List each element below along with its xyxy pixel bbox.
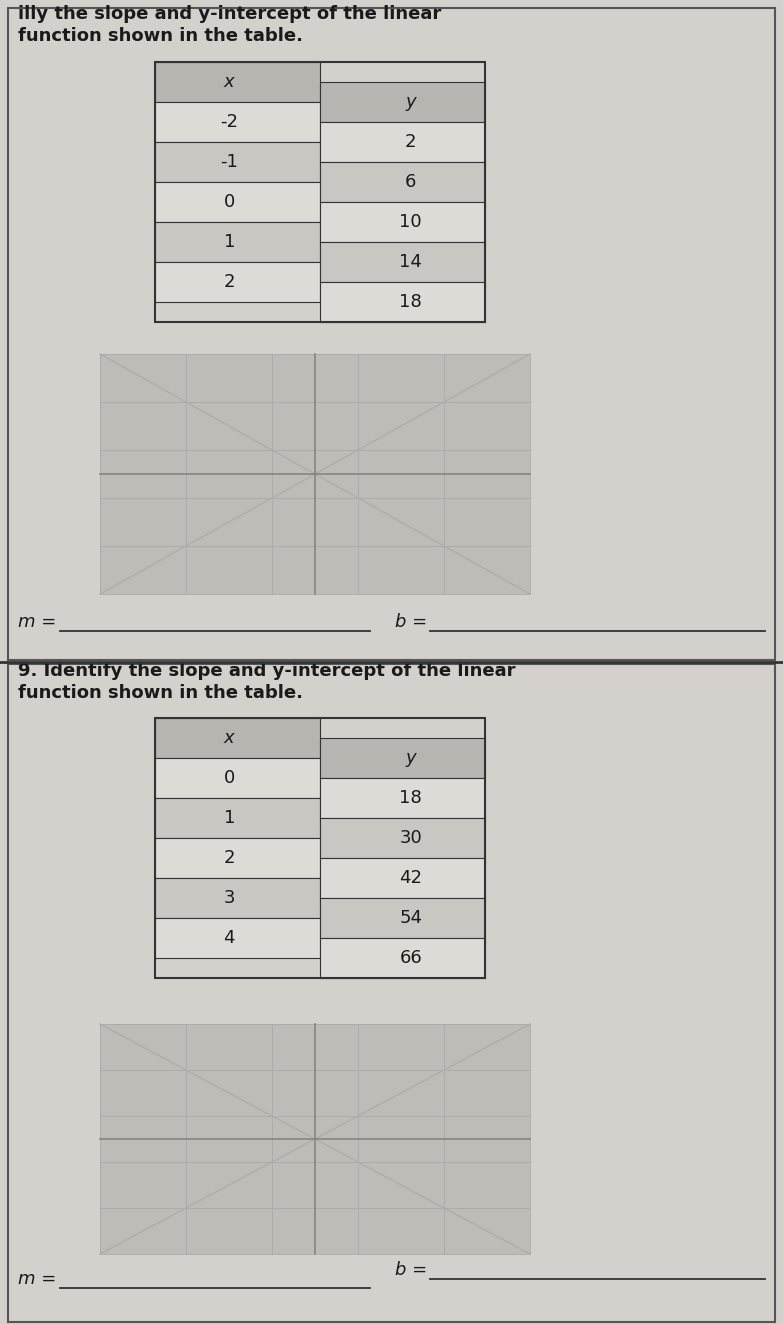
Text: -1: -1	[220, 154, 238, 171]
Bar	[320, 779, 485, 818]
Text: 42: 42	[399, 869, 422, 887]
Text: 10: 10	[399, 213, 422, 230]
Text: 18: 18	[399, 293, 422, 311]
Text: 18: 18	[399, 789, 422, 808]
Bar	[155, 62, 485, 322]
Text: x: x	[224, 730, 235, 747]
Text: -2: -2	[220, 113, 238, 131]
Bar	[155, 222, 320, 262]
Text: y: y	[406, 93, 416, 111]
Bar	[8, 665, 775, 1321]
Text: function shown in the table.: function shown in the table.	[18, 685, 303, 702]
Text: 1: 1	[224, 233, 235, 252]
Bar	[320, 282, 485, 322]
Bar	[155, 181, 320, 222]
Text: 2: 2	[223, 849, 235, 867]
Bar	[100, 1023, 530, 1254]
Bar	[320, 203, 485, 242]
Bar	[155, 918, 320, 959]
Text: b =: b =	[395, 1260, 428, 1279]
Bar	[155, 102, 320, 142]
Bar	[0, 0, 783, 662]
Bar	[320, 122, 485, 162]
Bar	[320, 242, 485, 282]
Text: 9. Identify the slope and y-intercept of the linear: 9. Identify the slope and y-intercept of…	[18, 662, 515, 681]
Bar	[155, 878, 320, 918]
Bar	[320, 937, 485, 978]
Text: 54: 54	[399, 910, 422, 927]
Bar	[155, 838, 320, 878]
Bar	[320, 82, 485, 122]
Bar	[155, 262, 320, 302]
Bar	[155, 718, 320, 759]
Text: m =: m =	[18, 1270, 56, 1288]
Text: 3: 3	[223, 888, 235, 907]
Text: 0: 0	[224, 769, 235, 786]
Bar	[155, 62, 320, 102]
Bar	[155, 759, 320, 798]
Text: 0: 0	[224, 193, 235, 211]
Bar	[320, 818, 485, 858]
Text: 30: 30	[399, 829, 422, 847]
Text: b =: b =	[395, 613, 428, 632]
Bar	[155, 142, 320, 181]
Text: 6: 6	[405, 173, 417, 191]
Text: y: y	[406, 749, 416, 767]
Bar	[100, 354, 530, 594]
Bar	[320, 898, 485, 937]
Bar	[0, 662, 783, 1324]
Text: 66: 66	[399, 949, 422, 967]
Bar	[155, 798, 320, 838]
Bar	[155, 718, 485, 978]
Bar	[8, 8, 775, 659]
Text: illy the slope and y-intercept of the linear: illy the slope and y-intercept of the li…	[18, 5, 442, 23]
Text: 4: 4	[223, 929, 235, 947]
Text: m =: m =	[18, 613, 56, 632]
Text: 2: 2	[405, 132, 417, 151]
Bar	[320, 737, 485, 779]
Text: function shown in the table.: function shown in the table.	[18, 26, 303, 45]
Bar	[320, 162, 485, 203]
Text: x: x	[224, 73, 235, 91]
Text: 14: 14	[399, 253, 422, 271]
Bar	[320, 858, 485, 898]
Text: 2: 2	[223, 273, 235, 291]
Text: 1: 1	[224, 809, 235, 828]
